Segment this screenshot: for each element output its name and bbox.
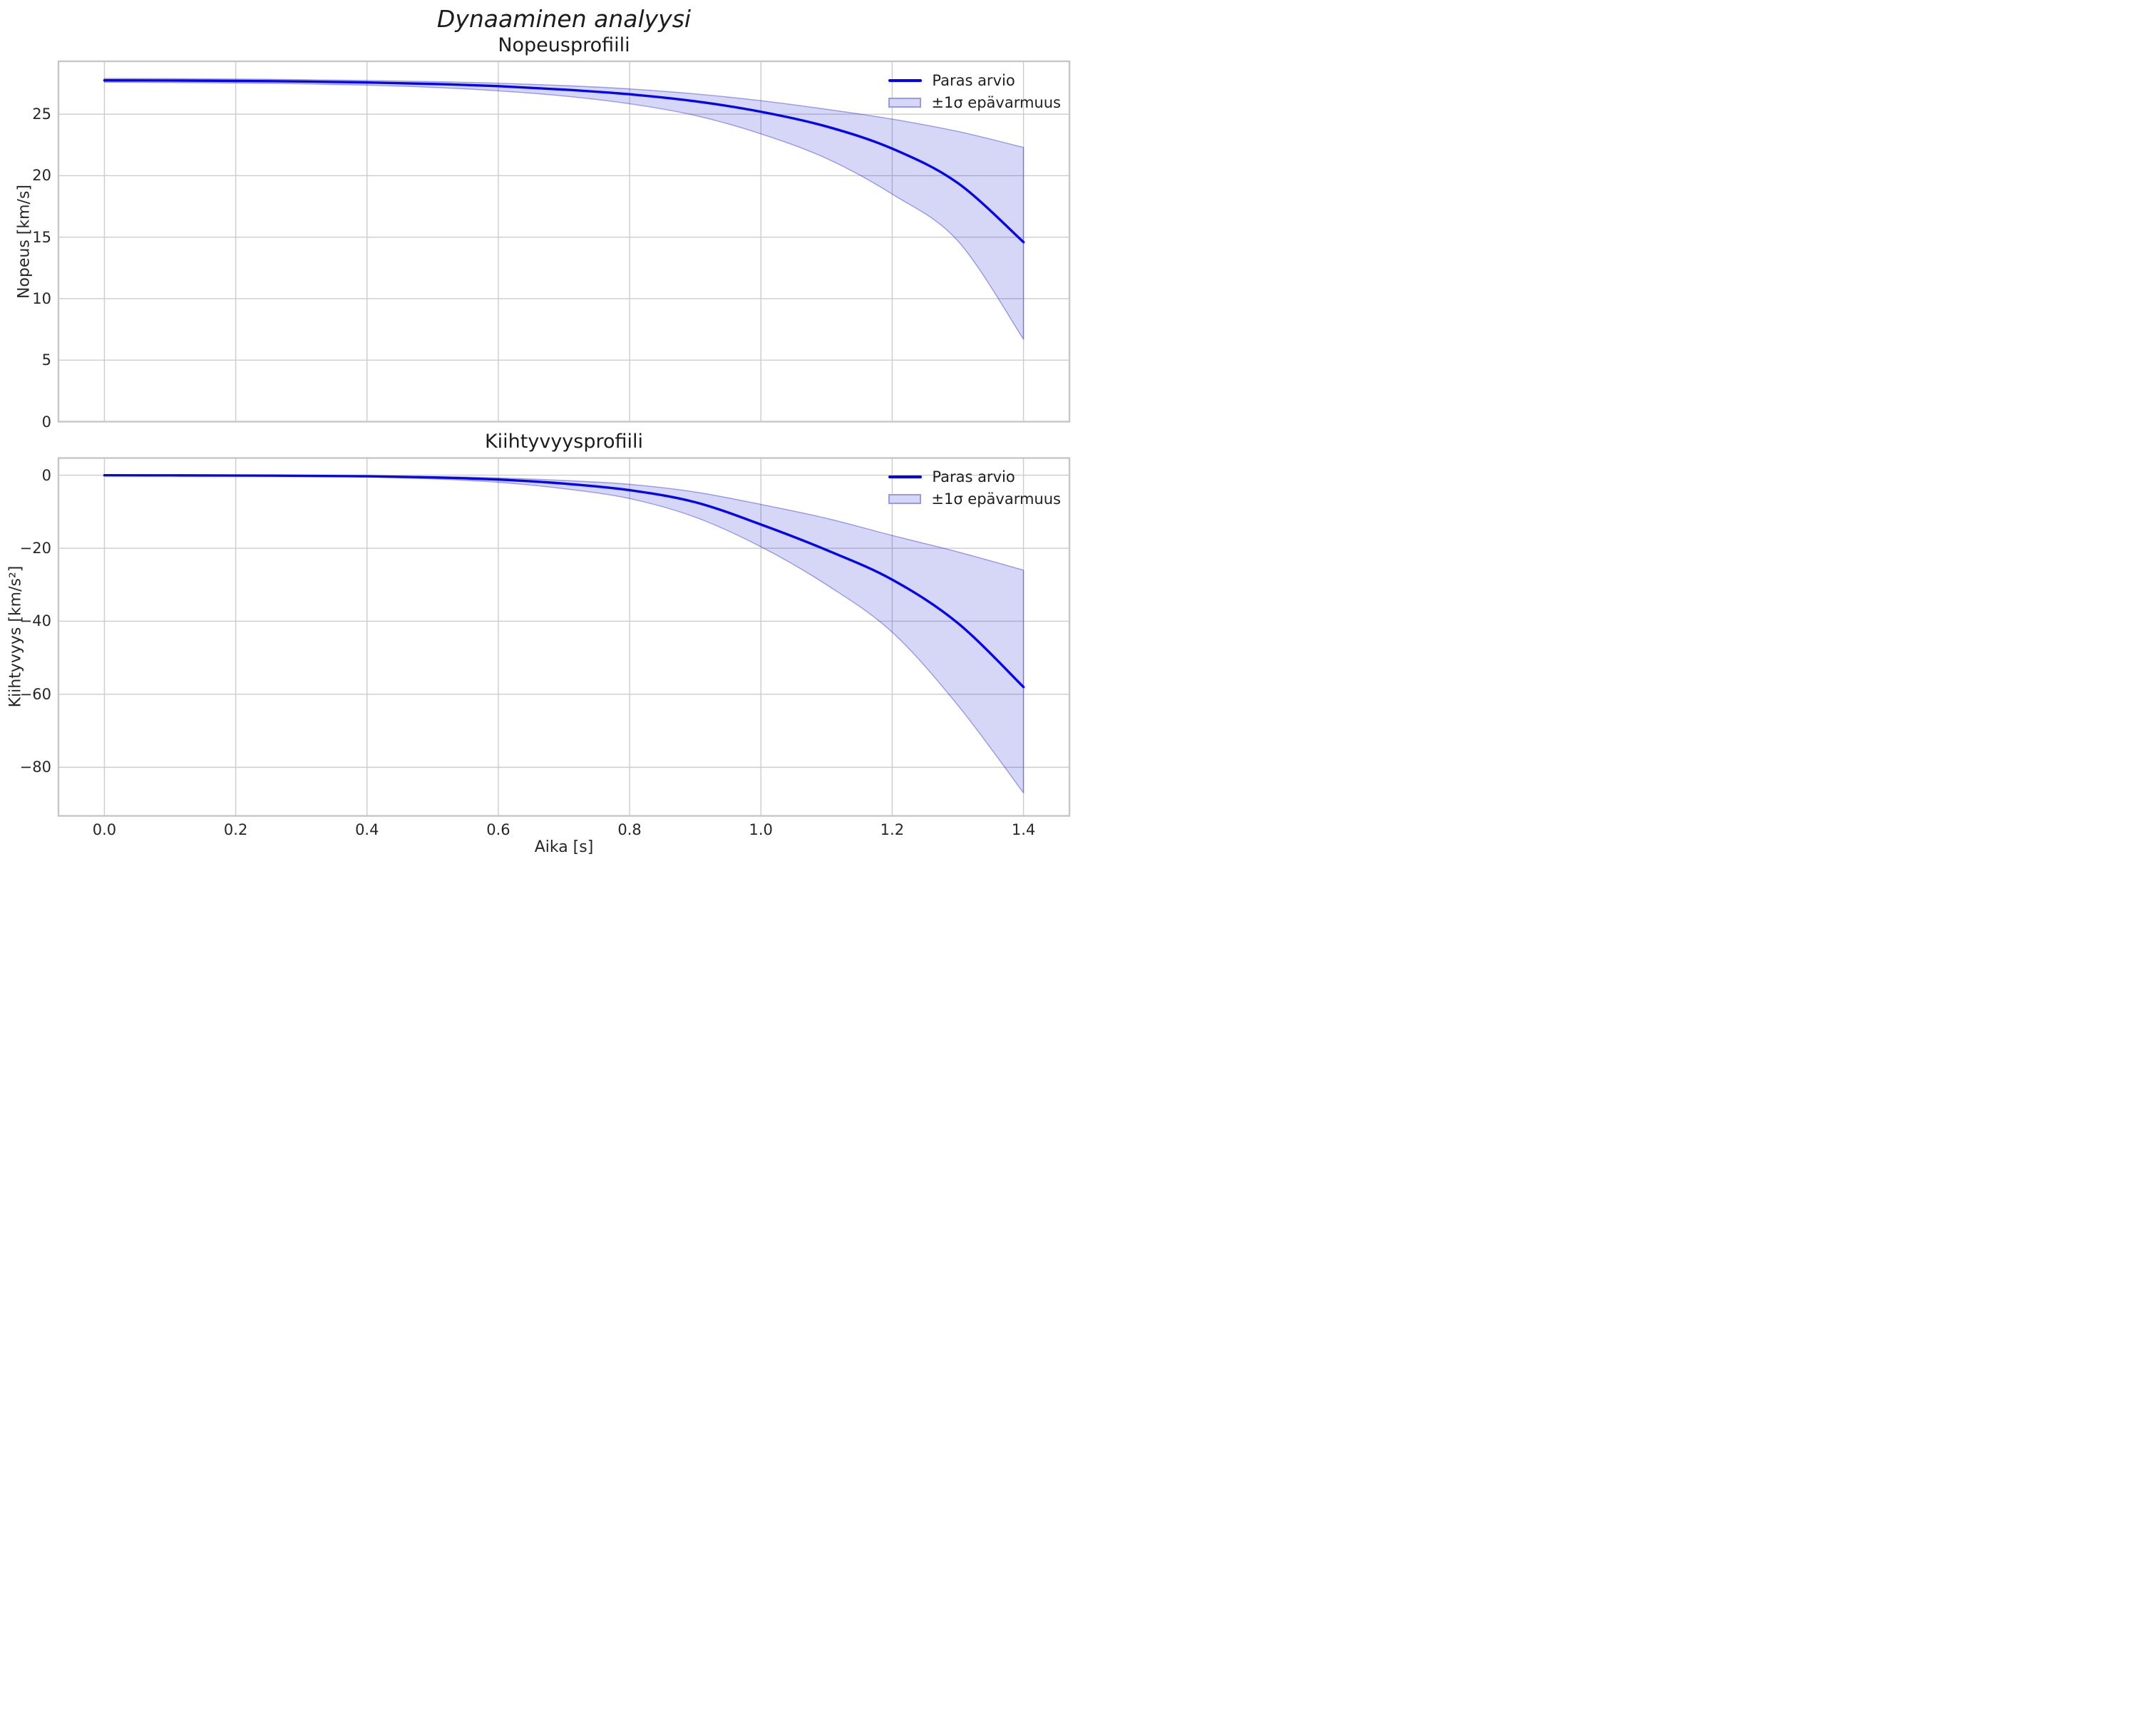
legend-label-uncertainty: ±1σ epävarmuus — [931, 490, 1061, 508]
uncertainty-band-swatch — [888, 97, 922, 108]
velocity-y-tick-label: 10 — [32, 289, 51, 307]
acceleration-y-tick-label: −20 — [19, 540, 51, 557]
x-axis-label: Aika [s] — [534, 838, 594, 856]
velocity-y-tick-label: 20 — [32, 167, 51, 185]
x-tick-label: 0.0 — [92, 821, 117, 838]
acceleration-uncertainty-band — [103, 474, 1025, 793]
velocity-y-tick-label: 5 — [41, 351, 51, 369]
x-tick-label: 1.2 — [880, 821, 905, 838]
acceleration-best-estimate-line — [103, 474, 1025, 689]
uncertainty-band-swatch — [888, 493, 922, 504]
acceleration-legend: Paras arvio ±1σ epävarmuus — [888, 466, 1061, 510]
velocity-y-tick-label: 15 — [32, 228, 51, 246]
x-tick-label: 1.4 — [1011, 821, 1036, 838]
acceleration-plot-area — [57, 457, 1071, 817]
velocity-best-estimate-line — [103, 79, 1025, 244]
acceleration-y-tick-label: −80 — [19, 758, 51, 776]
best-estimate-line-swatch — [888, 78, 923, 82]
legend-entry-uncertainty: ±1σ epävarmuus — [888, 91, 1061, 113]
x-tick-label: 0.8 — [617, 821, 642, 838]
velocity-y-tick-label: 25 — [32, 106, 51, 123]
velocity-axes-frame — [57, 60, 1071, 423]
velocity-plot-area — [57, 60, 1071, 423]
legend-entry-best-estimate: Paras arvio — [888, 466, 1061, 488]
acceleration-y-tick-label: −40 — [19, 612, 51, 630]
x-tick-label: 0.2 — [223, 821, 248, 838]
legend-label-uncertainty: ±1σ epävarmuus — [931, 93, 1061, 111]
velocity-plot-title: Nopeusprofiili — [498, 34, 630, 56]
legend-entry-uncertainty: ±1σ epävarmuus — [888, 488, 1061, 510]
velocity-y-tick-label: 0 — [41, 413, 51, 431]
acceleration-y-tick-label: −60 — [19, 685, 51, 703]
plot-canvas — [57, 60, 1071, 817]
figure: Dynaaminen analyysi Nopeusprofiili Kiiht… — [0, 0, 1078, 864]
legend-entry-best-estimate: Paras arvio — [888, 69, 1061, 91]
acceleration-plot-title: Kiihtyvyysprofiili — [484, 431, 644, 453]
x-tick-label: 0.6 — [486, 821, 510, 838]
acceleration-y-tick-label: 0 — [41, 466, 51, 484]
acceleration-axes-frame — [57, 457, 1071, 817]
legend-label-best-estimate: Paras arvio — [932, 468, 1015, 485]
x-tick-label: 0.4 — [355, 821, 379, 838]
velocity-legend: Paras arvio ±1σ epävarmuus — [888, 69, 1061, 113]
best-estimate-line-swatch — [888, 475, 923, 478]
figure-title: Dynaaminen analyysi — [436, 5, 692, 33]
x-tick-label: 1.0 — [749, 821, 773, 838]
legend-label-best-estimate: Paras arvio — [932, 71, 1015, 89]
velocity-uncertainty-band — [103, 78, 1025, 340]
